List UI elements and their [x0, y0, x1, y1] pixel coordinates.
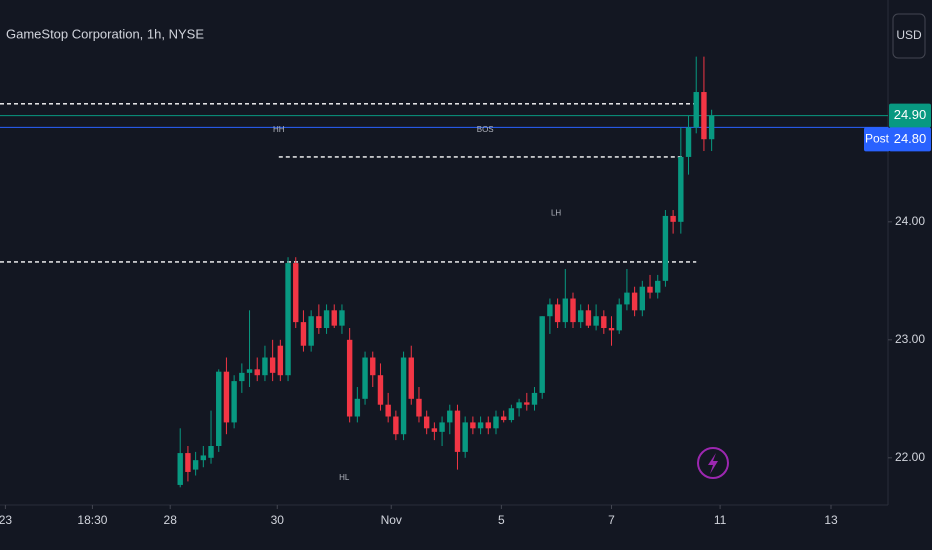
candle-body [601, 316, 607, 329]
structure-label: BOS [477, 125, 494, 134]
candle-body [554, 304, 561, 323]
candle-body [647, 286, 653, 293]
candle-body [477, 422, 484, 429]
candle-body [508, 408, 515, 421]
candle-body [593, 316, 599, 326]
candle-body [678, 156, 684, 222]
candle-body [285, 263, 291, 376]
x-tick-label: 18:30 [77, 513, 107, 527]
candle-body [500, 416, 507, 421]
candle-body [639, 286, 646, 311]
candle-body [177, 453, 183, 485]
candle-body [346, 339, 353, 417]
candle-body [293, 263, 299, 323]
candle-body [377, 375, 384, 405]
candle-body [578, 310, 584, 323]
candle-body [408, 357, 414, 399]
candle-body [485, 422, 491, 429]
x-tick-label: 7 [608, 513, 615, 527]
candle-body [254, 369, 260, 376]
candle-body [262, 357, 268, 376]
candle-body [300, 322, 307, 346]
candle-body [701, 92, 707, 140]
candle-body [708, 115, 715, 140]
candle-body [431, 428, 438, 432]
candle-body [608, 328, 615, 331]
x-tick-label: 5 [498, 513, 505, 527]
candle-body [462, 422, 468, 452]
candle-body [562, 298, 569, 323]
x-tick-label: 30 [271, 513, 285, 527]
candle-body [185, 453, 191, 472]
candle-body [670, 215, 676, 222]
candle-body [524, 402, 530, 405]
session-label: Post [865, 132, 890, 146]
candle-body [200, 455, 207, 461]
candle-body [393, 416, 399, 435]
candle-body [339, 310, 345, 326]
candle-body [685, 127, 692, 157]
candle-body [416, 398, 422, 417]
price-label-box [889, 127, 931, 152]
candle-body [493, 416, 499, 429]
x-tick-label: Nov [381, 513, 402, 527]
candle-body [308, 316, 314, 346]
candle-body [516, 402, 522, 409]
currency-label[interactable]: USD [896, 28, 922, 42]
candle-body [616, 304, 622, 331]
x-tick-label: 11 [714, 513, 727, 527]
candle-body [693, 92, 699, 128]
lightning-icon[interactable] [697, 447, 729, 479]
candle-body [624, 292, 630, 305]
candle-body [423, 416, 430, 429]
candle-body [400, 357, 407, 435]
candle-body [269, 357, 276, 373]
candle-body [585, 310, 592, 326]
x-tick-label: 13 [824, 513, 838, 527]
candle-body [539, 316, 545, 393]
candle-body [439, 422, 445, 432]
candle-body [354, 398, 361, 417]
candle-body [331, 310, 337, 326]
currency-button[interactable] [892, 13, 926, 59]
candle-body [277, 345, 284, 376]
candle-body [447, 410, 453, 423]
candle-body [662, 215, 669, 281]
candle-body [208, 446, 214, 458]
candle-body [547, 304, 553, 317]
candle-body [192, 460, 199, 470]
candle-body [323, 310, 330, 329]
candle-body [223, 371, 230, 423]
candle-body [239, 372, 245, 382]
candle-body [316, 316, 322, 329]
candle-body [370, 357, 376, 376]
candle-body [246, 369, 253, 373]
candle-body [362, 357, 368, 399]
candle-body [454, 410, 461, 452]
y-tick-label: 22.00 [895, 450, 925, 464]
candle-body [231, 381, 237, 423]
candle-body [570, 298, 576, 323]
price-label: 24.80 [894, 131, 927, 146]
session-label-box [864, 127, 890, 152]
candle-body [531, 392, 538, 405]
chart-title: GameStop Corporation, 1h, NYSE [6, 26, 204, 41]
price-label: 24.90 [894, 107, 927, 122]
candle-body [470, 422, 476, 429]
price-label-box [889, 103, 931, 128]
structure-label: HL [339, 473, 350, 482]
y-tick-label: 24.00 [895, 214, 925, 228]
candle-body [631, 292, 638, 311]
candle-body [655, 280, 661, 293]
y-tick-label: 23.00 [895, 332, 925, 346]
x-tick-label: 23 [0, 513, 12, 527]
x-tick-label: 28 [164, 513, 178, 527]
candle-body [216, 371, 222, 447]
lightning-bolt [708, 453, 718, 474]
structure-label: HH [273, 125, 285, 134]
candle-body [385, 404, 391, 417]
structure-label: LH [551, 209, 561, 218]
